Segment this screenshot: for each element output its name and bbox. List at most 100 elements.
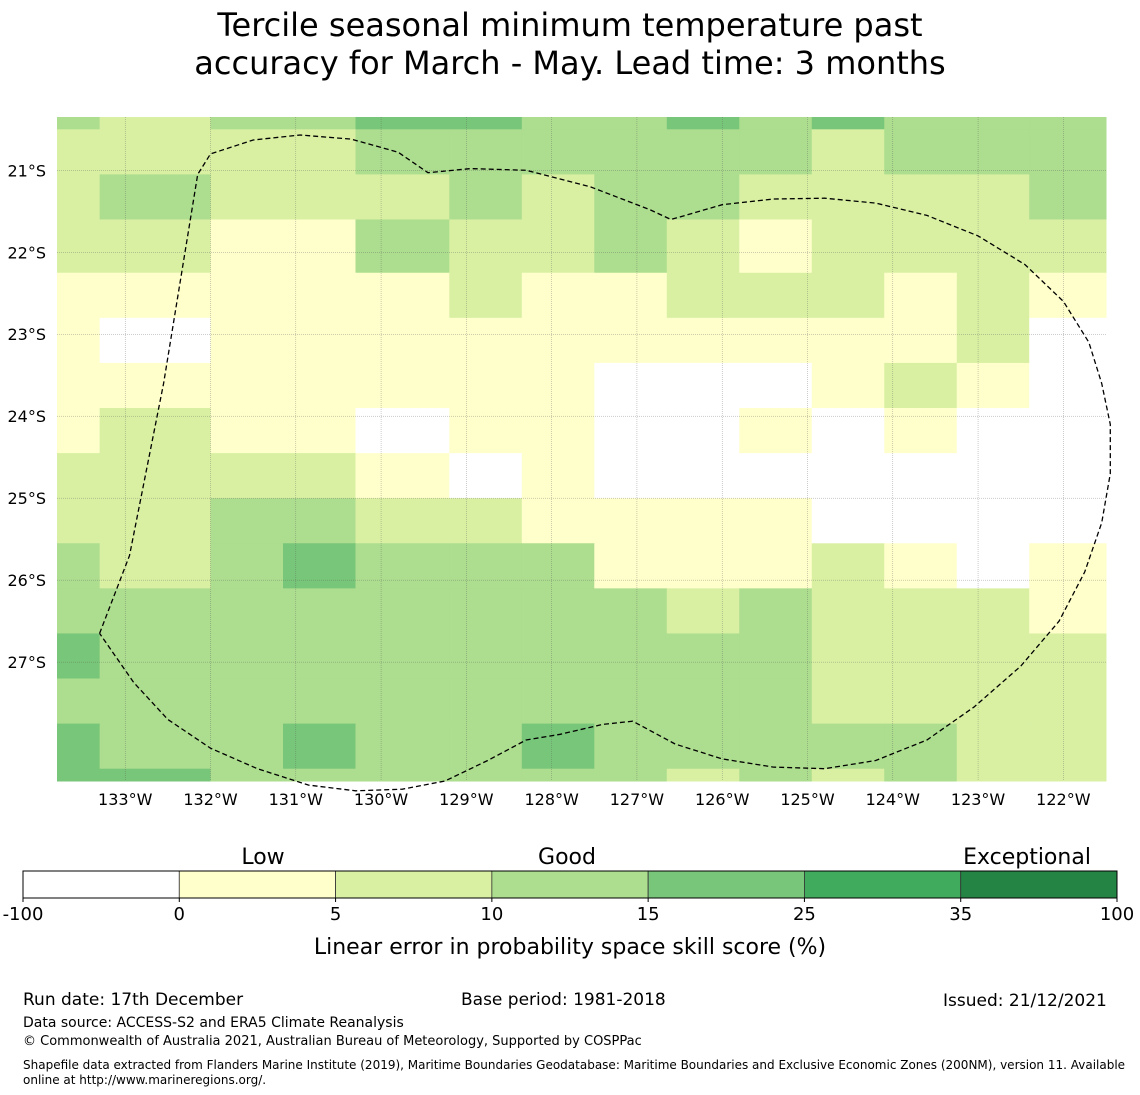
colorbar-segment (647, 870, 805, 899)
grid-cell (811, 678, 885, 725)
latitude-label: 23°S (7, 325, 46, 344)
grid-cell (210, 117, 284, 130)
grid-cell (666, 317, 740, 364)
grid-cell (666, 272, 740, 319)
grid-cell (1029, 272, 1107, 319)
grid-cell (210, 453, 284, 499)
grid-cell (57, 588, 101, 634)
grid-cell (99, 498, 212, 544)
grid-cell (956, 219, 1030, 274)
grid-cell (210, 129, 284, 175)
run-date: Run date: 17th December (23, 990, 244, 1010)
longitude-label: 124°W (866, 790, 921, 809)
grid-cell (449, 219, 523, 274)
grid-cell (956, 408, 1030, 454)
grid-cell (283, 543, 356, 589)
latitude-labels: 21°S 22°S 23°S 24°S 25°S 26°S 27°S (7, 161, 46, 672)
longitude-label: 130°W (354, 790, 409, 809)
grid-cell (355, 678, 450, 725)
issued-date: Issued: 21/12/2021 (943, 991, 1107, 1011)
grid-cell (594, 174, 668, 220)
grid-cell (210, 362, 284, 409)
grid-cell (956, 317, 1030, 364)
grid-cell (884, 768, 958, 782)
grid-cell (594, 453, 668, 499)
grid-cell (283, 129, 356, 175)
longitude-label: 129°W (439, 790, 494, 809)
grid-cell (1029, 219, 1107, 274)
colorbar-tick-label: 25 (793, 904, 816, 925)
grid-cell (666, 117, 740, 130)
longitude-label: 122°W (1036, 790, 1091, 809)
latitude-label: 21°S (7, 161, 46, 180)
grid-cell (666, 453, 740, 499)
grid-cell (283, 678, 356, 725)
grid-cell (666, 723, 740, 770)
grid-cell (811, 633, 885, 680)
grid-cell (1029, 117, 1107, 130)
grid-cell (884, 453, 958, 499)
grid-cell (57, 498, 101, 544)
grid-cell (521, 498, 595, 544)
colorbar-segment (178, 870, 336, 899)
grid-cell (57, 117, 101, 130)
grid-cell (811, 588, 885, 634)
grid-cell (449, 723, 523, 770)
grid-cell (956, 723, 1030, 770)
grid-cell (594, 543, 668, 589)
grid-cell (521, 678, 595, 725)
grid-cell (739, 498, 813, 544)
grid-cell (521, 219, 595, 274)
grid-cell (449, 453, 523, 499)
grid-cell (521, 588, 595, 634)
grid-cell (956, 174, 1030, 220)
grid-cell (449, 317, 523, 364)
longitude-label: 125°W (780, 790, 835, 809)
grid-cell (283, 408, 356, 454)
grid-cell (210, 768, 284, 782)
grid-cell (355, 317, 450, 364)
data-source: Data source: ACCESS-S2 and ERA5 Climate … (23, 1015, 404, 1031)
grid-cell (739, 768, 813, 782)
title-line-1: Tercile seasonal minimum temperature pas… (217, 6, 923, 44)
grid-cell (521, 543, 595, 589)
longitude-labels: 133°W 132°W 131°W 130°W 129°W 128°W 127°W 126°W… (98, 790, 1091, 809)
grid-cell (594, 219, 668, 274)
grid-cell (1029, 408, 1107, 454)
grid-cell (1029, 317, 1107, 364)
grid-cell (739, 362, 813, 409)
grid-cell (739, 117, 813, 130)
grid-cell (57, 768, 101, 782)
grid-cell (210, 633, 284, 680)
grid-cell (210, 498, 284, 544)
grid-cell (884, 408, 958, 454)
grid-cell (283, 219, 356, 274)
grid-cell (811, 408, 885, 454)
grid-cell (811, 117, 885, 130)
grid-cell (739, 219, 813, 274)
grid-cell (449, 129, 523, 175)
grid-cell (956, 543, 1030, 589)
grid-cell (956, 453, 1030, 499)
grid-cell (283, 317, 356, 364)
grid-cell (739, 678, 813, 725)
grid-cell (99, 129, 212, 175)
grid-cell (521, 272, 595, 319)
grid-cell (884, 678, 958, 725)
latitude-label: 25°S (7, 489, 46, 508)
grid-cell (884, 117, 958, 130)
grid-cell (739, 317, 813, 364)
grid-cell (594, 129, 668, 175)
grid-cell (99, 117, 212, 130)
grid-cell (449, 588, 523, 634)
grid-cell (1029, 174, 1107, 220)
grid-cell (956, 678, 1030, 725)
grid-cell (355, 117, 450, 130)
colorbar-tick-label: 10 (480, 904, 503, 925)
grid-cell (666, 498, 740, 544)
grid-cell (521, 408, 595, 454)
grid-cell (355, 219, 450, 274)
grid-cell (283, 588, 356, 634)
grid-cell (355, 272, 450, 319)
grid-cell (811, 272, 885, 319)
